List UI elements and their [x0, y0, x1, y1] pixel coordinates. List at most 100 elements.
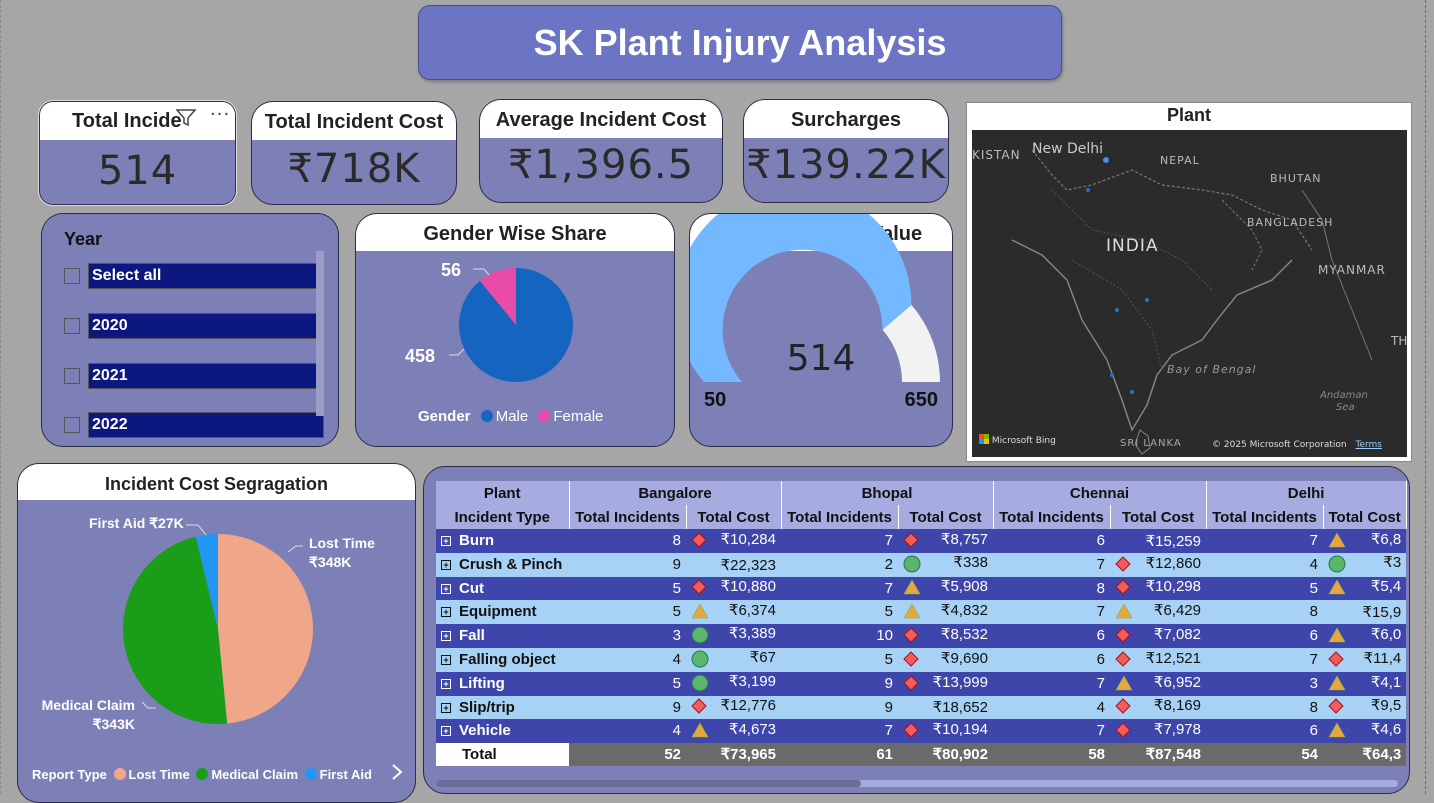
- cost-cell[interactable]: ₹9,5: [1323, 695, 1407, 719]
- cost-cell[interactable]: ₹10,298: [1110, 576, 1206, 600]
- pie-slice-medical-claim[interactable]: [122, 536, 228, 724]
- incidents-cell[interactable]: 8: [993, 576, 1110, 600]
- checkbox[interactable]: [64, 318, 80, 334]
- incidents-cell[interactable]: 10: [781, 623, 898, 648]
- plant-col-header[interactable]: Chennai: [993, 481, 1207, 505]
- incident-type-cell[interactable]: + Vehicle: [436, 719, 569, 743]
- cost-cell[interactable]: ₹10,284: [686, 529, 781, 553]
- cost-cell[interactable]: ₹15,9: [1323, 600, 1407, 624]
- cost-cell[interactable]: ₹5,4: [1323, 576, 1407, 600]
- incident-type-cell[interactable]: + Lifting: [436, 671, 569, 696]
- cost-cell[interactable]: ₹22,323: [686, 552, 781, 577]
- incidents-cell[interactable]: 5: [569, 600, 686, 624]
- cost-cell[interactable]: ₹6,374: [686, 600, 781, 624]
- incidents-cell[interactable]: 6: [993, 623, 1110, 648]
- incident-type-cell[interactable]: + Falling object: [436, 647, 569, 672]
- plant-map-card[interactable]: Plant KISTAN New Delhi NEPAL BHUTAN BANG…: [966, 102, 1412, 462]
- incidents-cell[interactable]: 6: [993, 529, 1110, 553]
- cost-cell[interactable]: ₹4,832: [898, 600, 993, 624]
- expand-icon[interactable]: +: [441, 655, 451, 665]
- incidents-cell[interactable]: 9: [569, 552, 686, 577]
- cost-cell[interactable]: ₹7,082: [1110, 623, 1206, 648]
- plant-col-header[interactable]: Bangalore: [569, 481, 782, 505]
- incidents-cell[interactable]: 7: [781, 576, 898, 600]
- slicer-option-2021[interactable]: 2021: [62, 363, 326, 389]
- cost-cell[interactable]: ₹11,4: [1323, 647, 1407, 672]
- cost-cell[interactable]: ₹3: [1323, 552, 1407, 577]
- table-row[interactable]: + Falling object 4 ₹67 5 ₹9,690 6 ₹12,521 7 ₹11,4: [436, 647, 1407, 672]
- map-point[interactable]: [1115, 308, 1119, 312]
- legend-next-arrow-icon[interactable]: [391, 763, 403, 785]
- gender-share-chart[interactable]: Gender Wise Share 56 458 Gender Male Fem…: [355, 213, 675, 447]
- incident-type-cell[interactable]: + Burn: [436, 529, 569, 553]
- map-point[interactable]: [1145, 298, 1149, 302]
- expand-icon[interactable]: +: [441, 607, 451, 618]
- legend-first-aid[interactable]: First Aid: [319, 767, 372, 782]
- cost-cell[interactable]: ₹6,0: [1323, 623, 1407, 648]
- plant-col-header[interactable]: Bhopal: [781, 481, 994, 505]
- incident-type-cell[interactable]: + Cut: [436, 576, 569, 600]
- cost-cell[interactable]: ₹7,978: [1110, 719, 1206, 743]
- incidents-cell[interactable]: 9: [569, 695, 686, 719]
- slicer-scrollbar[interactable]: [316, 251, 324, 416]
- col-header[interactable]: Total Incidents: [1206, 505, 1324, 529]
- table-row[interactable]: + Equipment 5 ₹6,374 5 ₹4,832 7 ₹6,429 8 ₹15,9: [436, 600, 1407, 624]
- cost-cell[interactable]: ₹67: [686, 647, 781, 672]
- incident-type-header[interactable]: Incident Type: [436, 505, 570, 529]
- checkbox[interactable]: [64, 268, 80, 284]
- kpi-surcharges-card[interactable]: Surcharges ₹139.22K: [743, 99, 949, 203]
- incident-type-cell[interactable]: + Equipment: [436, 600, 569, 624]
- cost-cell[interactable]: ₹18,652: [898, 695, 993, 719]
- more-options-icon[interactable]: ···: [210, 104, 231, 125]
- filter-icon[interactable]: [175, 109, 197, 131]
- pie-slice-lost-time[interactable]: [218, 534, 314, 724]
- legend-lost-time[interactable]: Lost Time: [128, 767, 190, 782]
- cost-cell[interactable]: ₹4,6: [1323, 719, 1407, 743]
- incidents-cell[interactable]: 7: [1206, 529, 1323, 553]
- plant-col-header[interactable]: Delhi: [1206, 481, 1407, 505]
- incidents-cell[interactable]: 3: [1206, 671, 1323, 696]
- expand-icon[interactable]: +: [441, 583, 451, 594]
- expand-icon[interactable]: +: [441, 726, 451, 737]
- cost-cell[interactable]: ₹338: [898, 552, 993, 577]
- map-point[interactable]: [1130, 390, 1134, 394]
- col-header[interactable]: Total Cost: [1323, 505, 1407, 529]
- cost-cell[interactable]: ₹3,199: [686, 671, 781, 696]
- incidents-cell[interactable]: 7: [781, 719, 898, 743]
- kpi-total-incidents-card[interactable]: Total Incide ··· 514: [38, 100, 237, 206]
- table-row[interactable]: + Burn 8 ₹10,284 7 ₹8,757 6 ₹15,259 7 ₹6,8: [436, 529, 1407, 553]
- cost-cell[interactable]: ₹4,673: [686, 719, 781, 743]
- incidents-cell[interactable]: 7: [781, 529, 898, 553]
- cost-cell[interactable]: ₹13,999: [898, 671, 993, 696]
- cost-cell[interactable]: ₹8,169: [1110, 695, 1206, 719]
- table-row[interactable]: + Cut 5 ₹10,880 7 ₹5,908 8 ₹10,298 5 ₹5,4: [436, 576, 1407, 600]
- slicer-option-2020[interactable]: 2020: [62, 313, 326, 339]
- incidents-cell[interactable]: 4: [569, 647, 686, 672]
- kpi-total-cost-card[interactable]: Total Incident Cost ₹718K: [251, 101, 457, 205]
- cost-cell[interactable]: ₹10,880: [686, 576, 781, 600]
- col-header[interactable]: Total Incidents: [993, 505, 1111, 529]
- checkbox[interactable]: [64, 417, 80, 433]
- expand-icon[interactable]: +: [441, 536, 451, 547]
- incidents-cell[interactable]: 7: [993, 600, 1110, 624]
- cost-cell[interactable]: ₹6,8: [1323, 529, 1407, 553]
- incidents-cell[interactable]: 5: [1206, 576, 1323, 600]
- map-canvas[interactable]: KISTAN New Delhi NEPAL BHUTAN BANGLADESH…: [972, 130, 1407, 457]
- incidents-cell[interactable]: 5: [781, 647, 898, 672]
- year-slicer[interactable]: Year Select all 2020 2021 2022: [41, 213, 339, 447]
- incidents-cell[interactable]: 6: [1206, 719, 1323, 743]
- legend-medical-claim[interactable]: Medical Claim: [211, 767, 299, 782]
- incidents-cell[interactable]: 9: [781, 671, 898, 696]
- incident-type-cell[interactable]: + Crush & Pinch: [436, 552, 569, 577]
- incidents-cell[interactable]: 5: [781, 600, 898, 624]
- terms-link[interactable]: Terms: [1355, 440, 1382, 450]
- incidents-cell[interactable]: 6: [1206, 623, 1323, 648]
- cost-segregation-chart[interactable]: Incident Cost Segragation First Aid ₹27K…: [17, 463, 416, 803]
- incidents-cell[interactable]: 4: [569, 719, 686, 743]
- kpi-average-cost-card[interactable]: Average Incident Cost ₹1,396.5: [479, 99, 723, 203]
- col-header[interactable]: Total Cost: [686, 505, 782, 529]
- expand-icon[interactable]: +: [441, 631, 451, 641]
- cost-cell[interactable]: ₹12,860: [1110, 552, 1206, 577]
- incidents-cell[interactable]: 3: [569, 623, 686, 648]
- cost-cell[interactable]: ₹12,521: [1110, 647, 1206, 672]
